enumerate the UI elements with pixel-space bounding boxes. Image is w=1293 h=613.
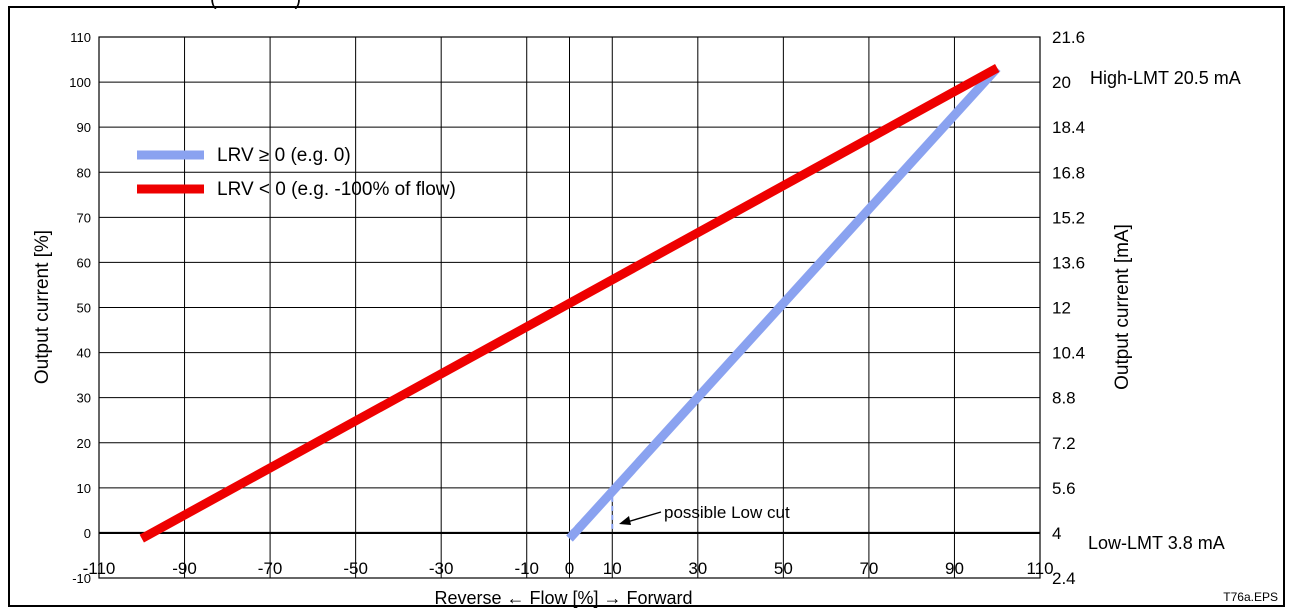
y-tick-label: 110 [70, 30, 91, 45]
legend-label: LRV < 0 (e.g. -100% of flow) [217, 179, 456, 200]
y-tick-label: -10 [72, 571, 91, 586]
x-tick-label: 30 [688, 559, 707, 578]
x-tick-label: -30 [429, 559, 454, 578]
y-tick-label: 30 [77, 391, 91, 406]
low-cut-annotation: possible Low cut [664, 503, 790, 522]
y-axis-title-left: Output current [%] [32, 230, 53, 384]
high-limit-annotation: High-LMT 20.5 mA [1090, 68, 1241, 88]
low-cut-arrow-shaft [626, 511, 662, 523]
partial-figure-title: ( ) [10, 0, 301, 11]
y2-tick-label: 18.4 [1052, 118, 1085, 137]
x-tick-label: -10 [514, 559, 539, 578]
y2-tick-label: 7.2 [1052, 434, 1076, 453]
y2-tick-label: 12 [1052, 299, 1071, 318]
y-tick-label: 70 [77, 210, 91, 225]
y-tick-label: 80 [77, 165, 91, 180]
low-limit-annotation: Low-LMT 3.8 mA [1088, 533, 1225, 553]
y2-tick-label: 8.8 [1052, 389, 1076, 408]
y2-tick-label: 20 [1052, 73, 1071, 92]
plot-border [98, 36, 1041, 579]
y2-tick-label: 4 [1052, 524, 1061, 543]
y-tick-label: 60 [77, 255, 91, 270]
figure-code-label: T76a.EPS [1223, 590, 1278, 604]
y-tick-label: 0 [84, 526, 91, 541]
figure-frame [8, 6, 1285, 607]
x-tick-label: 0 [565, 559, 574, 578]
y2-tick-label: 13.6 [1052, 253, 1085, 272]
y2-tick-label: 2.4 [1052, 569, 1076, 588]
y2-tick-label: 10.4 [1052, 344, 1085, 363]
x-axis-title: Reverse ← Flow [%] → Forward [434, 588, 692, 608]
x-tick-label: 70 [859, 559, 878, 578]
y-tick-label: 50 [77, 301, 91, 316]
y-tick-label: 20 [77, 436, 91, 451]
y2-tick-label: 21.6 [1052, 28, 1085, 47]
y2-tick-label: 15.2 [1052, 208, 1085, 227]
low-cut-arrow-head [619, 516, 631, 525]
x-tick-label: 110 [1026, 559, 1053, 578]
x-tick-label: -70 [258, 559, 283, 578]
x-tick-label: -90 [172, 559, 197, 578]
x-tick-label: -110 [83, 559, 116, 578]
x-tick-label: -50 [343, 559, 368, 578]
y2-tick-label: 5.6 [1052, 479, 1076, 498]
series-line-lrv-zero [566, 64, 1001, 542]
series-line-lrv-negative [139, 64, 1000, 543]
y-tick-label: 10 [77, 481, 91, 496]
y2-tick-label: 16.8 [1052, 163, 1085, 182]
y-tick-label: 40 [77, 346, 91, 361]
legend-label: LRV ≥ 0 (e.g. 0) [217, 145, 351, 166]
y-axis-title-right: Output current [mA] [1112, 224, 1133, 390]
x-tick-label: 50 [774, 559, 793, 578]
x-tick-label: 10 [603, 559, 622, 578]
x-tick-label: 90 [945, 559, 964, 578]
y-tick-label: 100 [69, 75, 91, 90]
y-tick-label: 90 [77, 120, 91, 135]
